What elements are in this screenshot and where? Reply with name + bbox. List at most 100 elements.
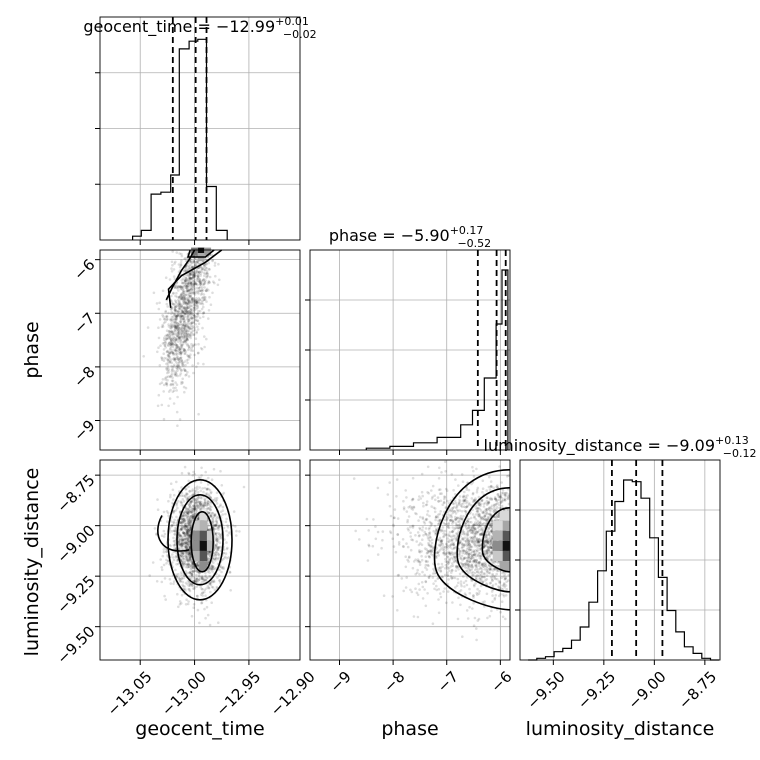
scatter-point — [428, 544, 431, 547]
scatter-point — [457, 520, 460, 523]
scatter-point — [169, 397, 172, 400]
scatter-point — [208, 309, 211, 312]
scatter-point — [165, 550, 168, 553]
scatter-point — [366, 518, 369, 521]
scatter-point — [190, 332, 193, 335]
scatter-point — [174, 374, 177, 377]
scatter-point — [211, 520, 214, 523]
scatter-point — [175, 481, 178, 484]
scatter-point — [186, 371, 189, 374]
scatter-point — [375, 538, 378, 541]
scatter-point — [162, 315, 165, 318]
scatter-point — [192, 488, 195, 491]
scatter-point — [169, 347, 172, 350]
scatter-point — [162, 390, 165, 393]
scatter-point — [446, 519, 449, 522]
scatter-point — [448, 541, 451, 544]
scatter-point — [201, 602, 204, 605]
scatter-point — [193, 354, 196, 357]
scatter-point — [207, 507, 210, 510]
scatter-point — [199, 274, 202, 277]
scatter-point — [167, 359, 170, 362]
scatter-point — [500, 576, 503, 579]
scatter-point — [504, 618, 507, 621]
scatter-point — [176, 362, 179, 365]
scatter-point — [181, 521, 184, 524]
scatter-point — [175, 350, 178, 353]
scatter-point — [213, 282, 216, 285]
scatter-point — [175, 504, 178, 507]
scatter-point — [177, 310, 180, 313]
scatter-point — [472, 492, 475, 495]
scatter-point — [202, 363, 205, 366]
scatter-point — [233, 510, 236, 513]
scatter-point — [163, 530, 166, 533]
scatter-point — [217, 621, 220, 624]
scatter-point — [482, 487, 485, 490]
scatter-point — [372, 545, 375, 548]
scatter-point — [189, 572, 192, 575]
scatter-point — [419, 564, 422, 567]
scatter-point — [409, 535, 412, 538]
scatter-point — [498, 465, 501, 468]
scatter-point — [452, 558, 455, 561]
scatter-point — [425, 527, 428, 530]
scatter-point — [202, 306, 205, 309]
scatter-point — [209, 591, 212, 594]
scatter-point — [446, 555, 449, 558]
scatter-point — [202, 578, 205, 581]
scatter-point — [407, 506, 410, 509]
scatter-point — [439, 592, 442, 595]
scatter-point — [181, 528, 184, 531]
scatter-point — [463, 581, 466, 584]
scatter-point — [397, 517, 400, 520]
scatter-point — [181, 360, 184, 363]
scatter-point — [180, 352, 183, 355]
scatter-point — [182, 282, 185, 285]
scatter-point — [171, 334, 174, 337]
scatter-point — [421, 473, 424, 476]
scatter-point — [468, 606, 471, 609]
scatter-point — [196, 326, 199, 329]
scatter-point — [179, 581, 182, 584]
scatter-point — [454, 577, 457, 580]
scatter-point — [185, 293, 188, 296]
scatter-point — [210, 303, 213, 306]
scatter-point — [214, 513, 217, 516]
scatter-point — [392, 524, 395, 527]
scatter-point — [431, 497, 434, 500]
scatter-point — [209, 624, 212, 627]
scatter-point — [169, 545, 172, 548]
scatter-point — [225, 541, 228, 544]
scatter-point — [171, 561, 174, 564]
scatter-point — [219, 505, 222, 508]
scatter-point — [422, 534, 425, 537]
scatter-point — [181, 560, 184, 563]
scatter-point — [460, 515, 463, 518]
scatter-point — [188, 355, 191, 358]
scatter-point — [184, 541, 187, 544]
scatter-point — [395, 551, 398, 554]
scatter-point — [405, 566, 408, 569]
scatter-point — [176, 315, 179, 318]
scatter-point — [469, 592, 472, 595]
scatter-point — [198, 578, 201, 581]
scatter-point — [465, 580, 468, 583]
scatter-point — [199, 496, 202, 499]
scatter-point — [227, 526, 230, 529]
scatter-point — [176, 396, 179, 399]
scatter-point — [184, 267, 187, 270]
scatter-point — [434, 499, 437, 502]
scatter-point — [172, 292, 175, 295]
scatter-point — [170, 340, 173, 343]
scatter-point — [216, 552, 219, 555]
scatter-point — [195, 297, 198, 300]
scatter-point — [183, 291, 186, 294]
scatter-point — [169, 356, 172, 359]
scatter-point — [173, 262, 176, 265]
scatter-point — [428, 515, 431, 518]
scatter-point — [420, 555, 423, 558]
scatter-point — [185, 598, 188, 601]
scatter-point — [207, 586, 210, 589]
scatter-point — [460, 589, 463, 592]
